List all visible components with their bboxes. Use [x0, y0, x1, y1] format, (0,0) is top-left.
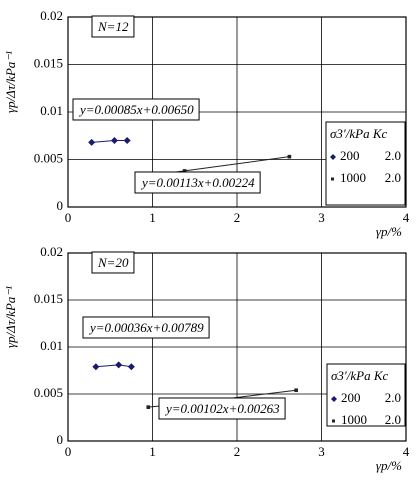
legend-marker	[331, 177, 334, 181]
annotation-box	[134, 171, 261, 194]
x-tick-label: 2	[234, 444, 241, 459]
legend-kc: 2.0	[385, 170, 401, 185]
x-tick-label: 3	[318, 210, 325, 225]
point	[92, 363, 100, 371]
y-tick-label: 0	[57, 432, 64, 447]
annotation-box	[91, 251, 135, 274]
annotation: N=20	[97, 255, 129, 270]
legend-box	[325, 121, 406, 206]
legend-marker	[331, 396, 337, 402]
x-tick-label: 1	[149, 444, 156, 459]
point	[110, 137, 118, 144]
legend-box	[326, 363, 406, 427]
annotation-box	[158, 397, 286, 420]
annotation-box	[82, 316, 210, 339]
x-tick-label: 1	[149, 210, 156, 225]
legend-kc: 2.0	[385, 148, 401, 163]
y-axis-label: γp/Δτ/kPa⁻¹	[3, 286, 18, 348]
point	[127, 363, 135, 371]
x-tick-label: 2	[234, 210, 241, 225]
legend-marker	[332, 419, 335, 423]
y-tick-label: 0	[57, 198, 64, 213]
annotation: y=0.00036x+0.00789	[88, 320, 204, 335]
y-tick-label: 0.015	[34, 55, 63, 70]
legend-title: σ3′/kPa Kc	[331, 368, 388, 383]
point	[294, 388, 298, 393]
point	[115, 361, 123, 369]
x-tick-label: 4	[403, 210, 410, 225]
point	[287, 154, 292, 159]
annotation: N=12	[97, 19, 129, 34]
y-tick-label: 0.015	[34, 291, 63, 306]
point	[88, 138, 96, 146]
annotation-box	[72, 98, 200, 121]
y-tick-label: 0.005	[34, 385, 63, 400]
y-tick-label: 0.01	[40, 103, 63, 118]
legend-label: 200	[341, 390, 361, 405]
x-tick-label: 3	[318, 444, 325, 459]
x-axis-label: γp/%	[376, 224, 402, 239]
y-axis-label: γp/Δτ/kPa⁻¹	[3, 51, 18, 113]
legend-title: σ3′/kPa Kc	[330, 126, 387, 141]
legend-label: 1000	[340, 170, 366, 185]
x-tick-label: 4	[403, 444, 410, 459]
y-tick-label: 0.02	[40, 8, 63, 23]
plot-border	[67, 16, 407, 208]
annotation: y=0.00113x+0.00224	[140, 175, 255, 190]
series-line	[95, 364, 132, 368]
legend-marker	[330, 154, 336, 160]
y-tick-label: 0.01	[40, 338, 63, 353]
series-line	[91, 140, 128, 143]
y-tick-label: 0.005	[34, 150, 63, 165]
legend-kc: 2.0	[385, 412, 401, 427]
x-axis-label: γp/%	[376, 458, 402, 473]
point	[146, 405, 151, 409]
legend-label: 1000	[341, 412, 367, 427]
point	[123, 137, 131, 144]
annotation: y=0.00085x+0.00650	[78, 102, 194, 117]
plot-border	[67, 252, 407, 442]
x-tick-label: 0	[65, 210, 72, 225]
x-tick-label: 0	[65, 444, 72, 459]
y-tick-label: 0.02	[40, 244, 63, 259]
annotation: y=0.00102x+0.00263	[164, 401, 280, 416]
annotation-box	[91, 15, 135, 38]
point	[182, 169, 187, 173]
legend-kc: 2.0	[385, 390, 401, 405]
legend-label: 200	[340, 148, 360, 163]
